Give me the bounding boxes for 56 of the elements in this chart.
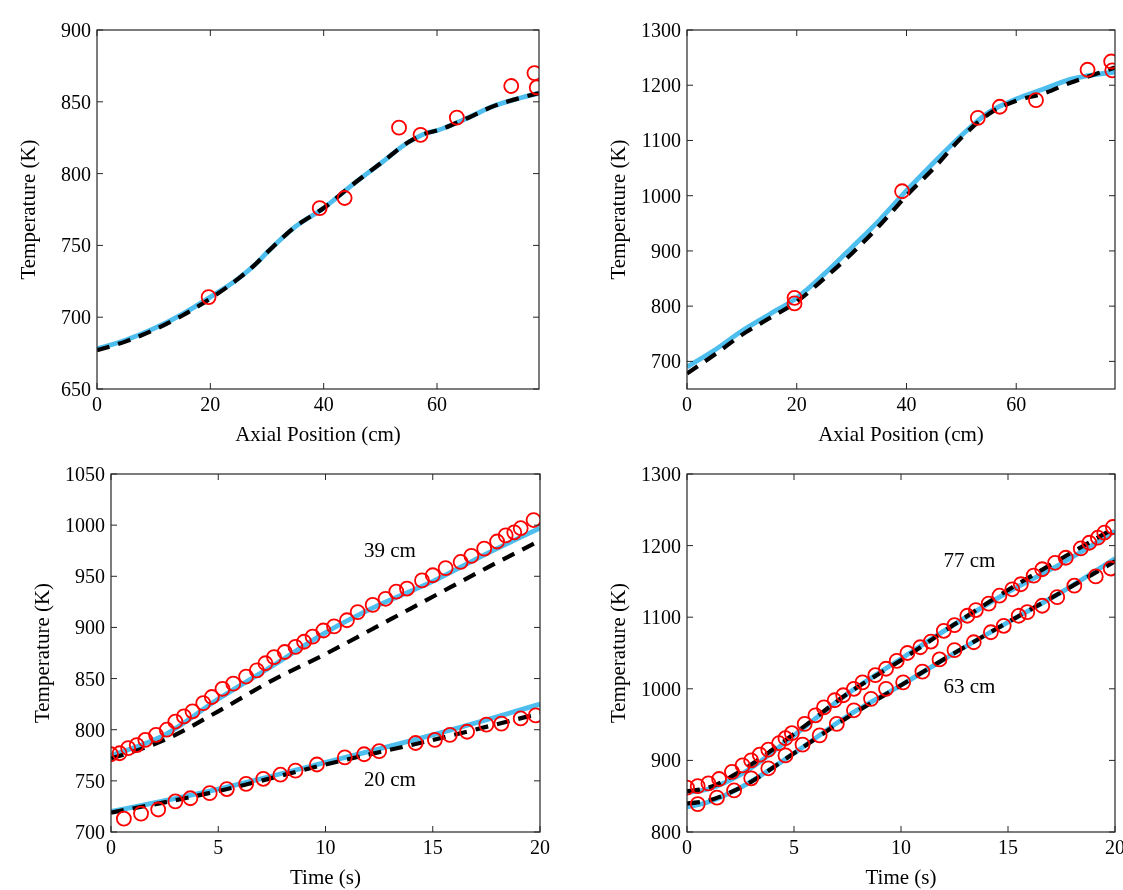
x-tick-label: 15 — [422, 836, 443, 858]
y-tick-label: 900 — [75, 616, 105, 639]
annotation: 77 cm — [943, 548, 996, 573]
y-tick-label: 1000 — [641, 677, 681, 700]
y-tick-label: 800 — [75, 718, 105, 741]
y-tick-label: 850 — [75, 667, 105, 690]
x-tick-label: 15 — [998, 836, 1018, 858]
y-tick-label: 700 — [61, 306, 91, 329]
y-axis-title: Temperature (K) — [606, 582, 630, 724]
y-tick-label: 1000 — [65, 514, 105, 537]
y-tick-label: 1300 — [641, 19, 681, 41]
x-tick-label: 60 — [427, 393, 447, 415]
y-tick-label: 1300 — [641, 463, 681, 485]
y-tick-label: 700 — [651, 350, 681, 373]
x-tick-label: 60 — [1006, 393, 1027, 415]
y-tick-label: 800 — [61, 162, 91, 185]
x-tick-label: 40 — [313, 393, 334, 415]
x-tick-label: 40 — [896, 393, 917, 415]
x-tick-label: 20 — [530, 836, 550, 858]
y-tick-label: 1100 — [641, 606, 681, 629]
x-tick-label: 0 — [106, 836, 116, 858]
annotation: 39 cm — [363, 537, 416, 562]
x-tick-label: 10 — [891, 836, 911, 858]
y-tick-label: 750 — [75, 769, 105, 792]
y-tick-label: 900 — [651, 749, 681, 772]
y-tick-label: 900 — [61, 19, 91, 41]
y-axis-title: Temperature (K) — [16, 139, 40, 280]
x-tick-label: 0 — [92, 393, 102, 415]
y-axis-title: Temperature (K) — [606, 139, 630, 280]
y-tick-label: 700 — [75, 821, 105, 843]
y-tick-label: 800 — [651, 295, 681, 318]
x-axis-title: Axial Position (cm) — [235, 422, 401, 446]
annotation: 63 cm — [943, 673, 996, 698]
y-tick-label: 1100 — [641, 129, 681, 152]
x-axis-title: Axial Position (cm) — [818, 422, 984, 446]
x-tick-label: 20 — [786, 393, 807, 415]
y-tick-label: 750 — [61, 234, 91, 257]
annotation: 20 cm — [363, 766, 416, 791]
y-tick-label: 1050 — [65, 463, 105, 485]
x-axis-title: Time (s) — [865, 865, 937, 889]
x-tick-label: 20 — [200, 393, 221, 415]
y-axis-title: Temperature (K) — [30, 582, 54, 724]
y-tick-label: 800 — [651, 821, 681, 843]
y-tick-label: 850 — [61, 90, 91, 113]
x-tick-label: 0 — [682, 836, 692, 858]
x-tick-label: 5 — [789, 836, 799, 858]
y-tick-label: 900 — [651, 239, 681, 262]
y-tick-label: 1200 — [641, 74, 681, 97]
y-tick-label: 950 — [75, 565, 105, 588]
y-tick-label: 650 — [61, 378, 91, 400]
y-tick-label: 1000 — [641, 184, 681, 207]
x-tick-label: 0 — [682, 393, 692, 415]
x-tick-label: 5 — [213, 836, 224, 858]
x-axis-title: Time (s) — [290, 865, 361, 889]
x-tick-label: 10 — [315, 836, 336, 858]
y-tick-label: 1200 — [641, 534, 681, 557]
